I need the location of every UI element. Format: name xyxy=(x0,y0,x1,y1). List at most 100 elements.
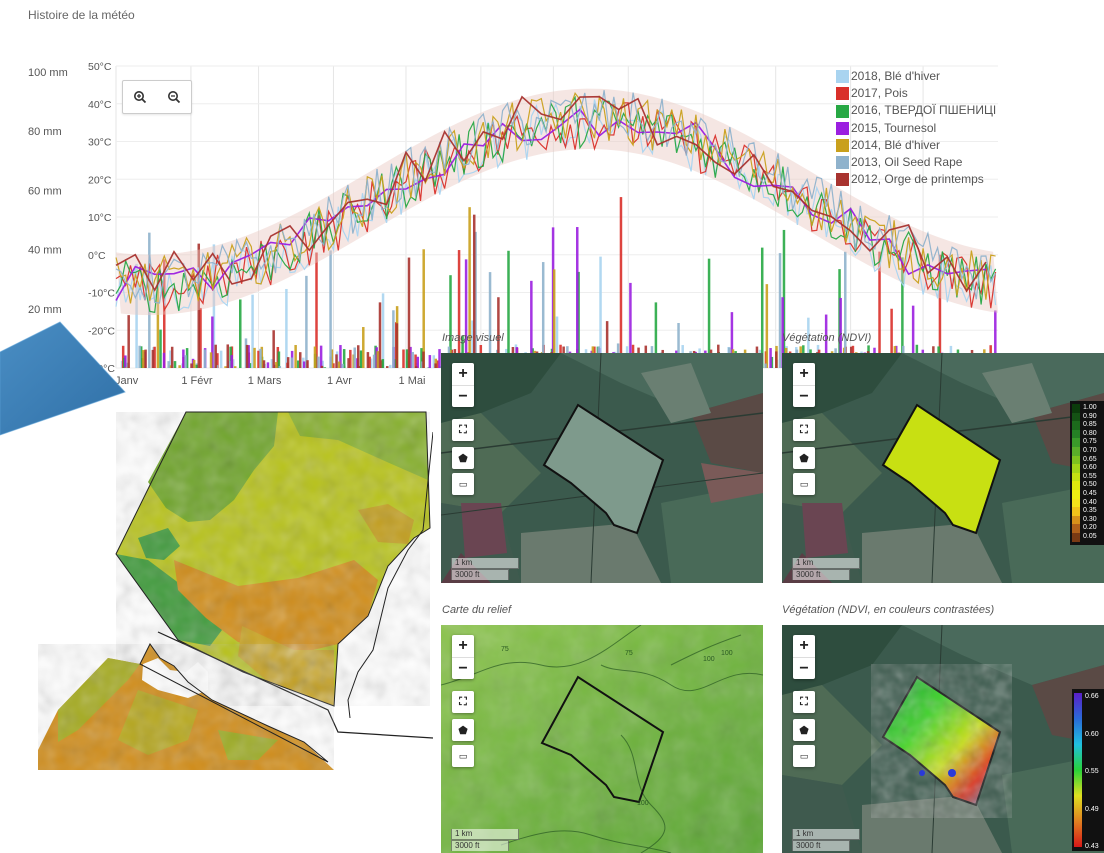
colorbar-entry: 0.50 xyxy=(1070,481,1104,490)
polygon-icon: ⬟ xyxy=(799,724,809,737)
legend-item[interactable]: 2015, Tournesol xyxy=(836,120,996,137)
precip-bar xyxy=(576,227,579,368)
panel-title-ndvi-contrast: Végétation (NDVI, en couleurs contrastée… xyxy=(782,604,995,616)
legend-item[interactable]: 2014, Blé d'hiver xyxy=(836,137,996,154)
map-zoom-out-button[interactable]: − xyxy=(793,385,815,408)
draw-polygon-button[interactable]: ⬟ xyxy=(452,447,474,469)
colorbar-swatch xyxy=(1072,489,1080,499)
x-axis-tick-label: 1 Mars xyxy=(248,375,282,387)
colorbar-label: 0.30 xyxy=(1083,515,1097,523)
legend-label: 2014, Blé d'hiver xyxy=(851,137,941,152)
precip-bar xyxy=(321,360,324,368)
precip-bar xyxy=(262,360,266,368)
colorbar-label: 0.70 xyxy=(1083,446,1097,454)
legend-item[interactable]: 2013, Oil Seed Rape xyxy=(836,154,996,171)
map-zoom-out-button[interactable]: − xyxy=(793,657,815,680)
precip-bar xyxy=(362,327,365,368)
colorbar-label: 0.49 xyxy=(1085,805,1099,813)
map-zoom-out-button[interactable]: − xyxy=(452,657,474,680)
measure-button[interactable]: ▭ xyxy=(452,745,474,767)
precip-bar xyxy=(163,259,166,368)
ndvi-contrast-imagery xyxy=(782,625,1104,853)
draw-polygon-button[interactable]: ⬟ xyxy=(793,719,815,741)
precip-bar xyxy=(168,365,172,368)
map-zoom-in-button[interactable]: + xyxy=(458,637,468,654)
precip-bar xyxy=(438,349,441,368)
map-zoom-out-button[interactable]: − xyxy=(452,385,474,408)
precip-bar xyxy=(497,297,500,368)
fullscreen-button[interactable]: ⛶ xyxy=(793,691,815,713)
scale-ft: 3000 ft xyxy=(792,569,850,580)
temperature-line xyxy=(115,95,997,314)
precip-bar xyxy=(938,254,942,368)
precip-bar xyxy=(192,359,196,368)
precip-bar xyxy=(215,365,219,368)
precip-bar xyxy=(197,243,201,368)
map-zoom-controls: + − xyxy=(793,363,815,407)
draw-polygon-button[interactable]: ⬟ xyxy=(452,719,474,741)
colorbar-entry: 0.35 xyxy=(1070,507,1104,516)
precip-bar xyxy=(619,197,623,368)
y-axis-tick-label: 100 mm xyxy=(28,67,68,79)
panel-title-relief: Carte du relief xyxy=(442,604,512,616)
contour-label: 75 xyxy=(625,650,633,657)
zoom-in-button[interactable] xyxy=(123,81,157,113)
precip-bar xyxy=(167,361,170,368)
precip-bar xyxy=(530,280,533,368)
map-ndvi[interactable]: + − ⛶ ⬟ ▭ 1 km 3000 ft 1.00 0.90 0.85 0.80 0… xyxy=(782,353,1104,583)
map-ndvi-contrast[interactable]: + − ⛶ ⬟ ▭ 1 km 3000 ft 0.66 0.60 0.55 0.49 0… xyxy=(782,625,1104,853)
colorbar-entry: 0.75 xyxy=(1070,438,1104,447)
measure-button[interactable]: ▭ xyxy=(793,473,815,495)
precip-bar xyxy=(233,366,237,368)
colorbar-swatch xyxy=(1072,464,1080,473)
colorbar-swatch xyxy=(1072,515,1080,525)
legend-item[interactable]: 2017, Pois xyxy=(836,85,996,102)
precip-bar xyxy=(677,323,680,368)
precip-bar xyxy=(422,249,425,368)
map-zoom-in-button[interactable]: + xyxy=(799,365,809,382)
map-visual[interactable]: + − ⛶ ⬟ ▭ 1 km 3000 ft xyxy=(441,353,763,583)
precip-bar xyxy=(227,361,231,368)
measure-button[interactable]: ▭ xyxy=(793,745,815,767)
fullscreen-button[interactable]: ⛶ xyxy=(452,419,474,441)
precip-bar xyxy=(285,288,288,368)
colorbar-label: 1.00 xyxy=(1083,404,1097,411)
precip-bar xyxy=(381,359,385,368)
map-zoom-in-button[interactable]: + xyxy=(799,637,809,654)
precip-bar xyxy=(764,363,767,368)
contour-label: 75 xyxy=(501,646,509,653)
temperature-line xyxy=(115,95,987,293)
colorbar-swatch xyxy=(1072,446,1080,456)
y-axis-tick-label: 40°C xyxy=(88,99,112,111)
precip-bar xyxy=(468,207,471,368)
precip-bar xyxy=(402,349,405,368)
legend-item[interactable]: 2018, Blé d'hiver xyxy=(836,68,996,85)
colorbar-label: 0.85 xyxy=(1083,421,1097,429)
x-axis-tick-label: 1 Févr xyxy=(181,375,213,387)
y-axis-tick-label: 30°C xyxy=(88,137,112,149)
colorbar-entry: 0.65 xyxy=(1070,455,1104,465)
precip-bar xyxy=(144,349,147,368)
x-axis-tick-label: 1 Mai xyxy=(399,375,426,387)
precip-bar xyxy=(414,354,417,368)
map-zoom-in-button[interactable]: + xyxy=(458,365,468,382)
map-zoom-controls: + − xyxy=(452,635,474,679)
map-zoom-controls: + − xyxy=(452,363,474,407)
zoom-out-button[interactable] xyxy=(157,81,191,113)
precip-bar xyxy=(409,346,412,368)
legend-label: 2013, Oil Seed Rape xyxy=(851,155,963,170)
legend-swatch xyxy=(836,70,849,84)
precip-bar xyxy=(555,316,559,368)
draw-polygon-button[interactable]: ⬟ xyxy=(793,447,815,469)
precip-bar xyxy=(629,282,632,368)
precip-bar xyxy=(824,314,828,368)
legend-item[interactable]: 2012, Orge de printemps xyxy=(836,171,996,188)
measure-button[interactable]: ▭ xyxy=(452,473,474,495)
ruler-icon: ▭ xyxy=(458,750,468,761)
precip-bar xyxy=(434,363,437,368)
map-relief[interactable]: 75 75 100 100 100 + − ⛶ ⬟ ▭ 1 km 3000 ft xyxy=(441,625,763,853)
fullscreen-button[interactable]: ⛶ xyxy=(452,691,474,713)
precip-bar xyxy=(541,262,545,368)
fullscreen-button[interactable]: ⛶ xyxy=(793,419,815,441)
legend-item[interactable]: 2016, ТВЕРДОЇ ПШЕНИЦІ xyxy=(836,102,996,119)
